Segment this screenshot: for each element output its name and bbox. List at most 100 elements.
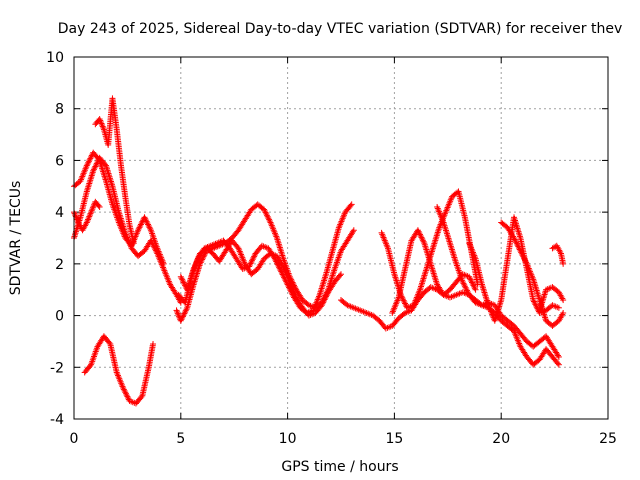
data-point-marker (519, 252, 526, 259)
data-point-marker (276, 264, 283, 271)
data-point-marker (90, 166, 97, 173)
data-point-marker (417, 232, 424, 239)
data-point-marker (400, 297, 407, 304)
y-tick-label: -2 (50, 360, 64, 376)
data-point-marker (532, 301, 539, 308)
data-point-marker (277, 267, 284, 274)
data-point-marker (464, 287, 471, 294)
data-point-marker (461, 283, 468, 290)
axis-ticks: 0 5 10 15 20 25 -4 -2 0 2 4 6 8 10 (46, 50, 617, 447)
data-point-marker (275, 262, 282, 269)
data-point-marker (554, 360, 561, 367)
data-point-marker (320, 299, 327, 306)
data-point-marker (145, 222, 152, 229)
data-point-marker (145, 221, 152, 228)
data-point-marker (554, 352, 561, 359)
data-point-marker (560, 297, 567, 304)
data-point-marker (518, 249, 525, 256)
data-point-marker (401, 299, 408, 306)
data-point-marker (135, 225, 142, 232)
data-point-marker (177, 317, 184, 324)
data-point-marker (511, 235, 518, 241)
data-point-marker (261, 207, 268, 214)
data-point-marker (182, 309, 189, 316)
data-point-marker (138, 394, 145, 401)
data-point-marker (124, 393, 131, 400)
data-point-marker (555, 361, 562, 368)
data-point-marker (265, 215, 272, 222)
data-point-marker (177, 273, 184, 280)
data-point-marker (179, 314, 186, 321)
data-point-marker (249, 256, 256, 263)
data-point-marker (91, 164, 98, 171)
data-point-marker (183, 306, 190, 313)
data-point-marker (87, 155, 94, 162)
data-point-marker (92, 163, 99, 170)
data-point-marker (517, 247, 524, 254)
data-point-marker (266, 216, 273, 223)
data-point-marker (471, 285, 478, 292)
data-point-marker (462, 284, 469, 291)
data-point-marker (520, 253, 527, 260)
data-point-marker (181, 310, 188, 317)
data-point-marker (74, 218, 81, 225)
data-point-marker (93, 162, 100, 169)
data-point-marker (262, 209, 269, 216)
data-point-marker (147, 225, 154, 232)
data-point-marker (512, 237, 519, 244)
data-point-marker (160, 260, 167, 267)
data-point-marker (182, 307, 189, 314)
y-tick-label: 2 (55, 257, 64, 273)
data-point-marker (83, 219, 90, 226)
data-point-marker (121, 387, 128, 394)
x-tick-label: 10 (279, 431, 297, 447)
data-point-marker (555, 353, 562, 360)
data-point-marker (560, 309, 567, 316)
data-point-marker (320, 297, 327, 304)
data-point-marker (250, 254, 257, 261)
data-point-marker (141, 214, 148, 221)
data-point-marker (471, 283, 478, 290)
data-point-marker (179, 278, 186, 285)
data-point-marker (420, 238, 427, 245)
data-point-marker (278, 268, 285, 275)
data-point-marker (96, 203, 103, 210)
data-point-marker (459, 278, 466, 285)
data-point-marker (122, 389, 129, 396)
data-point-marker (100, 124, 107, 131)
data-point-marker (417, 231, 424, 238)
data-point-marker (72, 212, 79, 219)
data-point-marker (142, 217, 149, 224)
x-tick-label: 15 (385, 431, 403, 447)
data-point-marker (99, 121, 106, 128)
data-point-marker (83, 162, 90, 169)
data-point-marker (533, 302, 540, 309)
data-point-marker (460, 280, 467, 287)
data-point-marker (125, 395, 132, 402)
x-tick-label: 25 (599, 431, 617, 447)
plot-frame (73, 56, 609, 420)
x-tick-label: 20 (492, 431, 510, 447)
data-point-marker (174, 310, 181, 317)
data-point-marker (84, 161, 91, 168)
data-point-marker (120, 386, 127, 393)
data-point-marker (249, 257, 255, 264)
data-point-marker (530, 297, 537, 304)
data-point-marker (130, 240, 137, 247)
data-point-marker (466, 273, 473, 280)
data-point-marker (511, 236, 518, 243)
data-point-marker (95, 202, 102, 209)
data-point-marker (97, 119, 104, 126)
data-point-marker (469, 280, 476, 287)
data-point-marker (74, 216, 81, 223)
x-tick-label: 0 (70, 431, 79, 447)
data-point-marker (123, 392, 130, 399)
data-point-marker (122, 390, 129, 397)
data-point-marker (523, 259, 530, 266)
data-point-marker (322, 295, 329, 302)
y-tick-label: 4 (55, 205, 64, 221)
data-point-marker (89, 204, 96, 211)
data-point-marker (531, 299, 538, 306)
data-point-marker (338, 271, 344, 278)
data-point-marker (85, 216, 92, 223)
